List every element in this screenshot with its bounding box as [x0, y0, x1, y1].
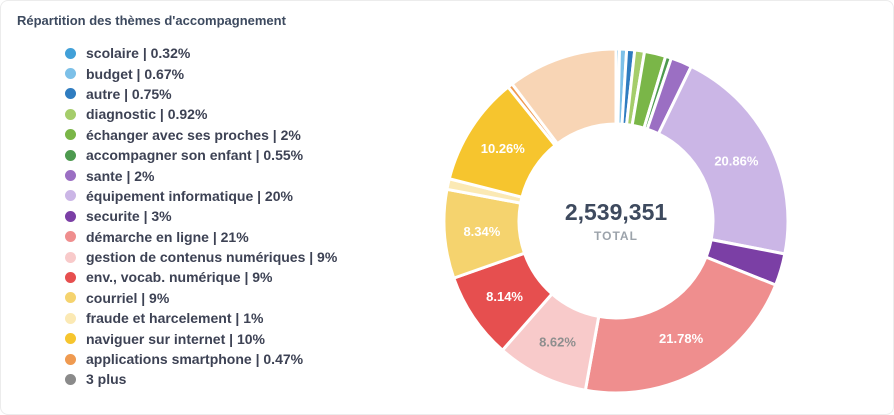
legend-dot-icon [65, 292, 76, 304]
legend-dot-icon [65, 47, 76, 59]
legend-item[interactable]: équipement informatique | 20% [65, 186, 337, 206]
legend-item-label: fraude et harcelement | 1% [86, 310, 264, 327]
legend-item[interactable]: env., vocab. numérique | 9% [65, 267, 337, 287]
legend-item[interactable]: courriel | 9% [65, 288, 337, 308]
legend-dot-icon [65, 373, 76, 385]
legend-item-label: diagnostic | 0.92% [86, 106, 208, 123]
legend-item-label: securite | 3% [86, 208, 172, 225]
legend-item[interactable]: applications smartphone | 0.47% [65, 349, 337, 369]
donut-slice[interactable] [583, 255, 778, 395]
legend-item-label: applications smartphone | 0.47% [86, 351, 304, 368]
legend-dot-icon [65, 149, 76, 161]
legend-item-label: gestion de contenus numériques | 9% [86, 249, 338, 266]
legend-item-label: équipement informatique | 20% [86, 187, 293, 204]
legend-item[interactable]: 3 plus [65, 369, 337, 389]
legend-item-label: accompagner son enfant | 0.55% [86, 147, 304, 164]
donut-slice[interactable] [510, 47, 618, 146]
legend-dot-icon [65, 231, 76, 243]
legend-item-label: courriel | 9% [86, 289, 170, 306]
legend-item-label: budget | 0.67% [86, 65, 185, 82]
legend-dot-icon [65, 312, 76, 324]
slice-percent-label: 8.62% [539, 335, 576, 350]
legend-item[interactable]: accompagner son enfant | 0.55% [65, 145, 337, 165]
legend-item[interactable]: diagnostic | 0.92% [65, 104, 337, 124]
legend-dot-icon [65, 88, 76, 100]
legend-dot-icon [65, 170, 76, 182]
legend-item-label: autre | 0.75% [86, 85, 172, 102]
legend-item[interactable]: démarche en ligne | 21% [65, 227, 337, 247]
legend-dot-icon [65, 129, 76, 141]
slice-percent-label: 8.34% [463, 224, 500, 239]
legend-dot-icon [65, 271, 76, 283]
legend-item[interactable]: securite | 3% [65, 206, 337, 226]
donut-chart: 20.86% 21.78% 8.62% 8.14% 8.34% 10.26% 2,539,… [438, 43, 794, 399]
legend-item-label: sante | 2% [86, 167, 155, 184]
legend-item-label: env., vocab. numérique | 9% [86, 269, 273, 286]
chart-title: Répartition des thèmes d'accompagnement [17, 13, 286, 28]
legend-item[interactable]: naviguer sur internet | 10% [65, 328, 337, 348]
slice-percent-label: 10.26% [481, 141, 526, 156]
legend-item[interactable]: fraude et harcelement | 1% [65, 308, 337, 328]
legend-item-label: échanger avec ses proches | 2% [86, 126, 301, 143]
legend-dot-icon [65, 353, 76, 365]
legend-dot-icon [65, 333, 76, 345]
legend-dot-icon [65, 251, 76, 263]
legend-item[interactable]: échanger avec ses proches | 2% [65, 125, 337, 145]
legend-item[interactable]: sante | 2% [65, 165, 337, 185]
legend-dot-icon [65, 190, 76, 202]
legend-item-label: 3 plus [86, 371, 127, 388]
donut-slice[interactable] [656, 64, 790, 256]
donut-svg: 20.86% 21.78% 8.62% 8.14% 8.34% 10.26% [442, 47, 790, 395]
slice-percent-label: 21.78% [659, 331, 704, 346]
legend-item[interactable]: gestion de contenus numériques | 9% [65, 247, 337, 267]
legend-item[interactable]: autre | 0.75% [65, 84, 337, 104]
legend-item-label: naviguer sur internet | 10% [86, 330, 265, 347]
legend: scolaire | 0.32% budget | 0.67% autre | 0.… [65, 43, 337, 390]
slice-percent-label: 20.86% [714, 153, 759, 168]
legend-item[interactable]: budget | 0.67% [65, 63, 337, 83]
legend-item-label: scolaire | 0.32% [86, 45, 191, 62]
legend-item-label: démarche en ligne | 21% [86, 228, 249, 245]
legend-dot-icon [65, 210, 76, 222]
legend-dot-icon [65, 108, 76, 120]
slice-percent-label: 8.14% [486, 289, 523, 304]
legend-item[interactable]: scolaire | 0.32% [65, 43, 337, 63]
legend-dot-icon [65, 68, 76, 80]
